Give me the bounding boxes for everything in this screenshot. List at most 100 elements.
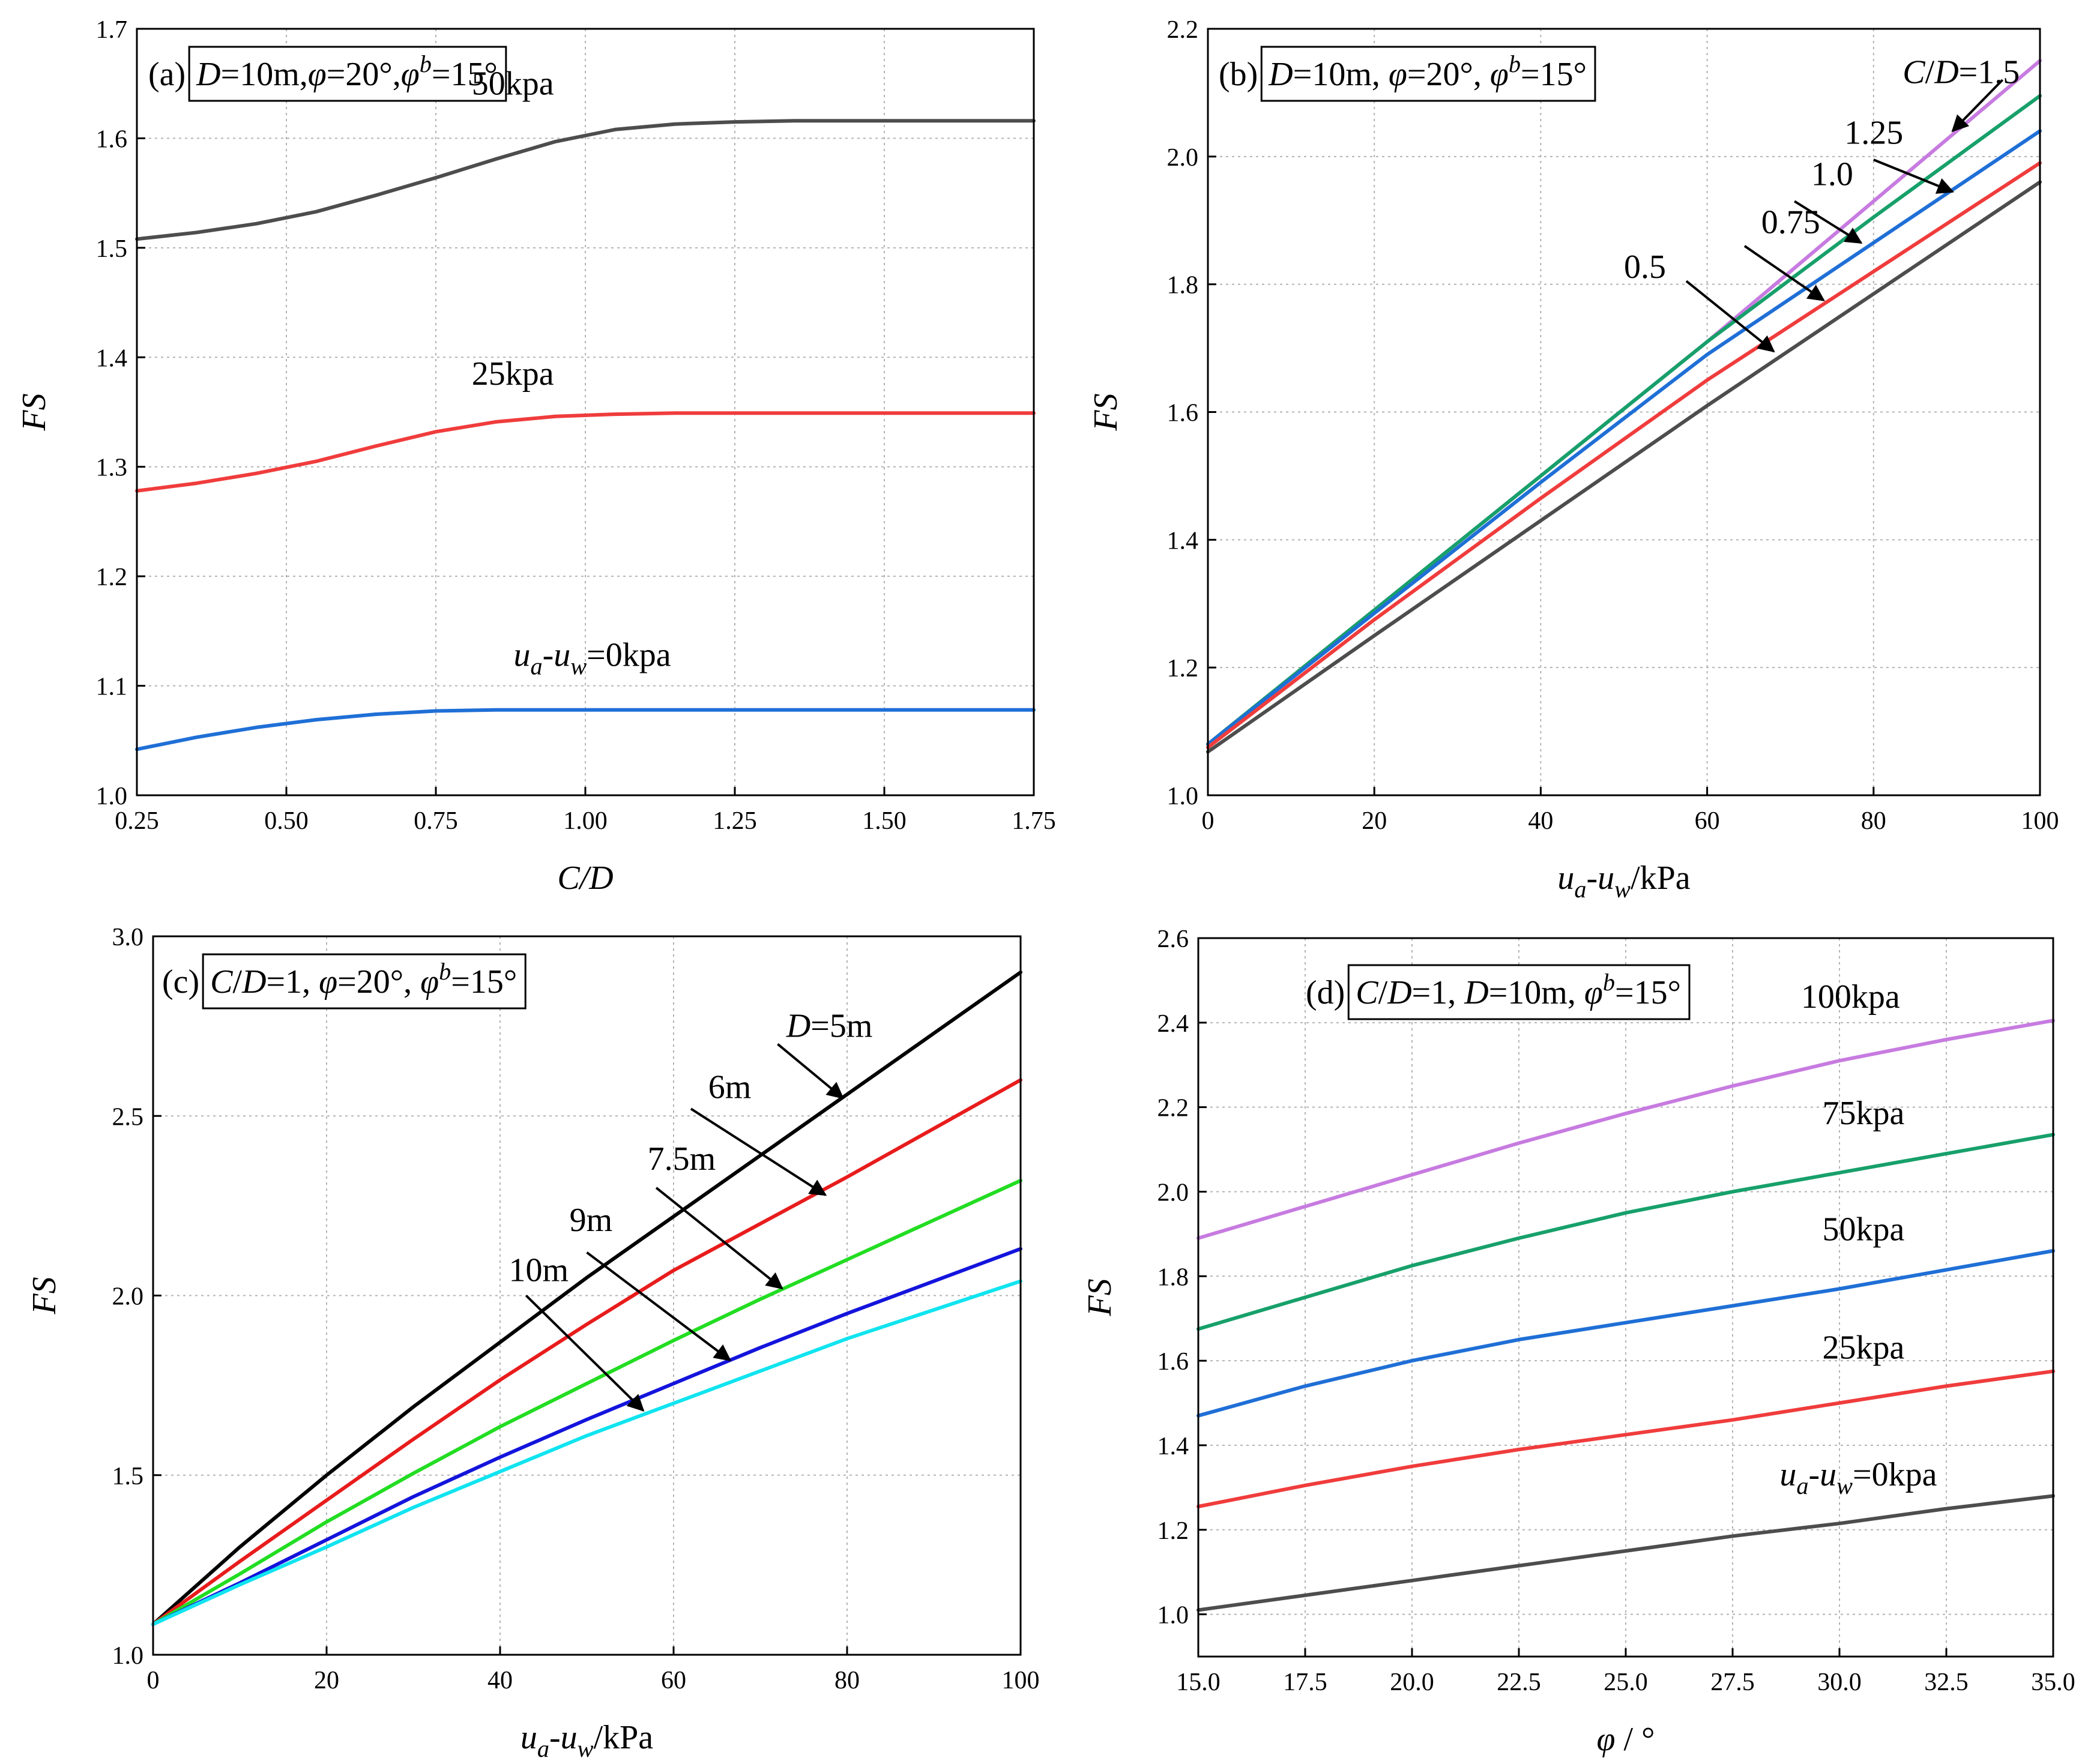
- panel-title-part: =15°: [432, 56, 498, 93]
- y-tick-label: 2.0: [1167, 144, 1199, 172]
- panel-title: C/D=1, D=10m, φb=15°: [1356, 969, 1681, 1011]
- panel-title-part: φ: [319, 963, 337, 1001]
- arrow-b-arr-10: [1794, 200, 1863, 244]
- panel-b: 0 20 40 60 80 1001.01.21.41.61.82.02.2ua-uw/k…: [1087, 16, 2059, 903]
- x-tick-label: 0.50: [264, 807, 309, 835]
- panel-title-part: =20°,: [1407, 56, 1490, 93]
- panel-a: 0.25 0.50 0.75 1.00 1.25 1.50 1.75 1.0 1.1 1.2 1.3…: [16, 16, 1056, 897]
- panel-title-part: =1,: [267, 963, 319, 1001]
- annotation-d-0-part: =0kpa: [1853, 1456, 1937, 1493]
- x-tick-label: 0.75: [414, 807, 458, 835]
- annotation-a-50-part: 50kpa: [472, 65, 554, 102]
- x-axis-label-part: -: [549, 1719, 561, 1756]
- panel-title-part: =10m,: [221, 56, 308, 93]
- y-tick-label: 1.0: [96, 783, 128, 810]
- x-axis-label-part: φ: [1597, 1721, 1616, 1758]
- panel-title-part: =20°,: [337, 963, 420, 1001]
- x-axis-label: C/D: [557, 859, 613, 897]
- y-tick-label: 2.0: [1157, 1179, 1189, 1206]
- x-axis-label-part: a: [1574, 876, 1586, 903]
- x-axis-label: ua-uw/kPa: [1557, 859, 1690, 903]
- panel-title-part: /: [233, 963, 243, 1001]
- grid: [1208, 29, 2040, 795]
- condition-box: [1347, 964, 1691, 1020]
- y-tick-label: 1.4: [1157, 1433, 1189, 1460]
- annotation-d-100: 100kpa: [1801, 978, 1900, 1016]
- panel-title: D=10m,φ=20°,φb=15°: [196, 50, 498, 93]
- arrow-b-arr-05: [1685, 280, 1775, 353]
- x-tick-label: 30.0: [1817, 1669, 1862, 1696]
- panel-tag: (c): [162, 963, 199, 1001]
- y-axis-label: FS: [16, 393, 53, 431]
- series-line-1.25: [1206, 94, 2042, 746]
- x-tick-label: 60: [1695, 807, 1720, 835]
- annotation-d-50-part: 50kpa: [1823, 1211, 1905, 1248]
- annotation-d-50: 50kpa: [1823, 1211, 1905, 1248]
- y-axis-label: FS: [26, 1277, 63, 1314]
- panel-title-part: φ: [401, 56, 420, 93]
- panel-title-part: b: [439, 958, 451, 985]
- panel-title-part: φ: [308, 56, 327, 93]
- y-tick-label: 1.2: [96, 564, 128, 591]
- annotation-b-125-part: 1.25: [1844, 115, 1903, 152]
- panel-title-part: /: [1378, 974, 1388, 1011]
- series-line-25kpa: [135, 411, 1036, 493]
- series-line-25kpa: [1196, 1369, 2055, 1508]
- series-line-u-a-u-w-0kpa: [135, 708, 1036, 751]
- annotation-b-15: C/D=1.5: [1902, 53, 2020, 91]
- x-tick-label: 17.5: [1283, 1669, 1327, 1696]
- y-tick-label: 1.8: [1157, 1263, 1189, 1291]
- y-tick-label: 1.5: [96, 235, 128, 263]
- series-line-D-5m: [151, 970, 1022, 1627]
- annotation-d-0-part: a: [1796, 1472, 1808, 1499]
- y-tick-label: 1.5: [112, 1463, 144, 1490]
- series-line-7.5m: [151, 1179, 1022, 1627]
- plot-frame: [1197, 937, 2054, 1658]
- x-tick-label: 80: [834, 1667, 860, 1694]
- y-tick-label: 2.4: [1157, 1010, 1189, 1038]
- series-line-75kpa: [1196, 1133, 2055, 1331]
- panel-title-part: φ: [1389, 56, 1407, 93]
- annotation-b-15-part: D: [1934, 53, 1958, 91]
- arrow-c-arr-75: [655, 1187, 783, 1290]
- series-line-0.75: [1206, 161, 2042, 750]
- x-axis-label: φ / °: [1597, 1721, 1655, 1758]
- annotation-d-0: ua-uw=0kpa: [1779, 1456, 1937, 1499]
- panel-title-part: D: [1268, 56, 1293, 93]
- arrow-c-arr-10: [525, 1295, 645, 1412]
- panel-title-part: =10m,: [1293, 56, 1389, 93]
- x-tick-label: 20: [314, 1667, 339, 1694]
- grid: [153, 936, 1021, 1655]
- panel-title-part: D: [241, 963, 266, 1001]
- y-tick-label: 1.6: [1157, 1348, 1189, 1376]
- annotation-c-9-part: 9m: [570, 1202, 613, 1239]
- x-tick-label: 25.0: [1604, 1669, 1648, 1696]
- y-tick-label: 2.2: [1157, 1095, 1189, 1122]
- arrow-c-arr-9: [586, 1251, 732, 1361]
- x-tick-label: 40: [487, 1667, 513, 1694]
- panel-title-part: b: [1603, 969, 1615, 996]
- series-line-50kpa: [135, 119, 1036, 241]
- y-tick-label: 1.2: [1157, 1517, 1189, 1545]
- panel-title-part: =15°: [451, 963, 517, 1001]
- panel-title-part: φ: [420, 963, 439, 1001]
- annotation-d-100-part: 100kpa: [1801, 978, 1900, 1016]
- annotation-a-0-part: w: [570, 653, 587, 680]
- annotation-d-75-part: 75kpa: [1823, 1095, 1905, 1132]
- annotation-c-5-part: D: [786, 1008, 810, 1045]
- panel-title-part: D: [1387, 974, 1411, 1011]
- panel-title-part: φ: [1584, 974, 1603, 1011]
- x-axis-label-part: w: [1614, 876, 1631, 903]
- annotation-d-0-part: w: [1836, 1472, 1853, 1499]
- y-axis-label: FS: [1081, 1278, 1118, 1316]
- annotation-b-15-part: =1.5: [1959, 53, 2020, 91]
- panel-title-part: b: [420, 50, 432, 77]
- series-line-1.0: [1206, 129, 2042, 746]
- annotation-c-6-part: 6m: [708, 1068, 752, 1106]
- series-line-100kpa: [1196, 1019, 2055, 1240]
- panel-tag: (a): [148, 56, 186, 93]
- panel-title-part: =1,: [1412, 974, 1465, 1011]
- x-tick-label: 32.5: [1924, 1669, 1969, 1696]
- x-axis-label: ua-uw/kPa: [520, 1719, 653, 1762]
